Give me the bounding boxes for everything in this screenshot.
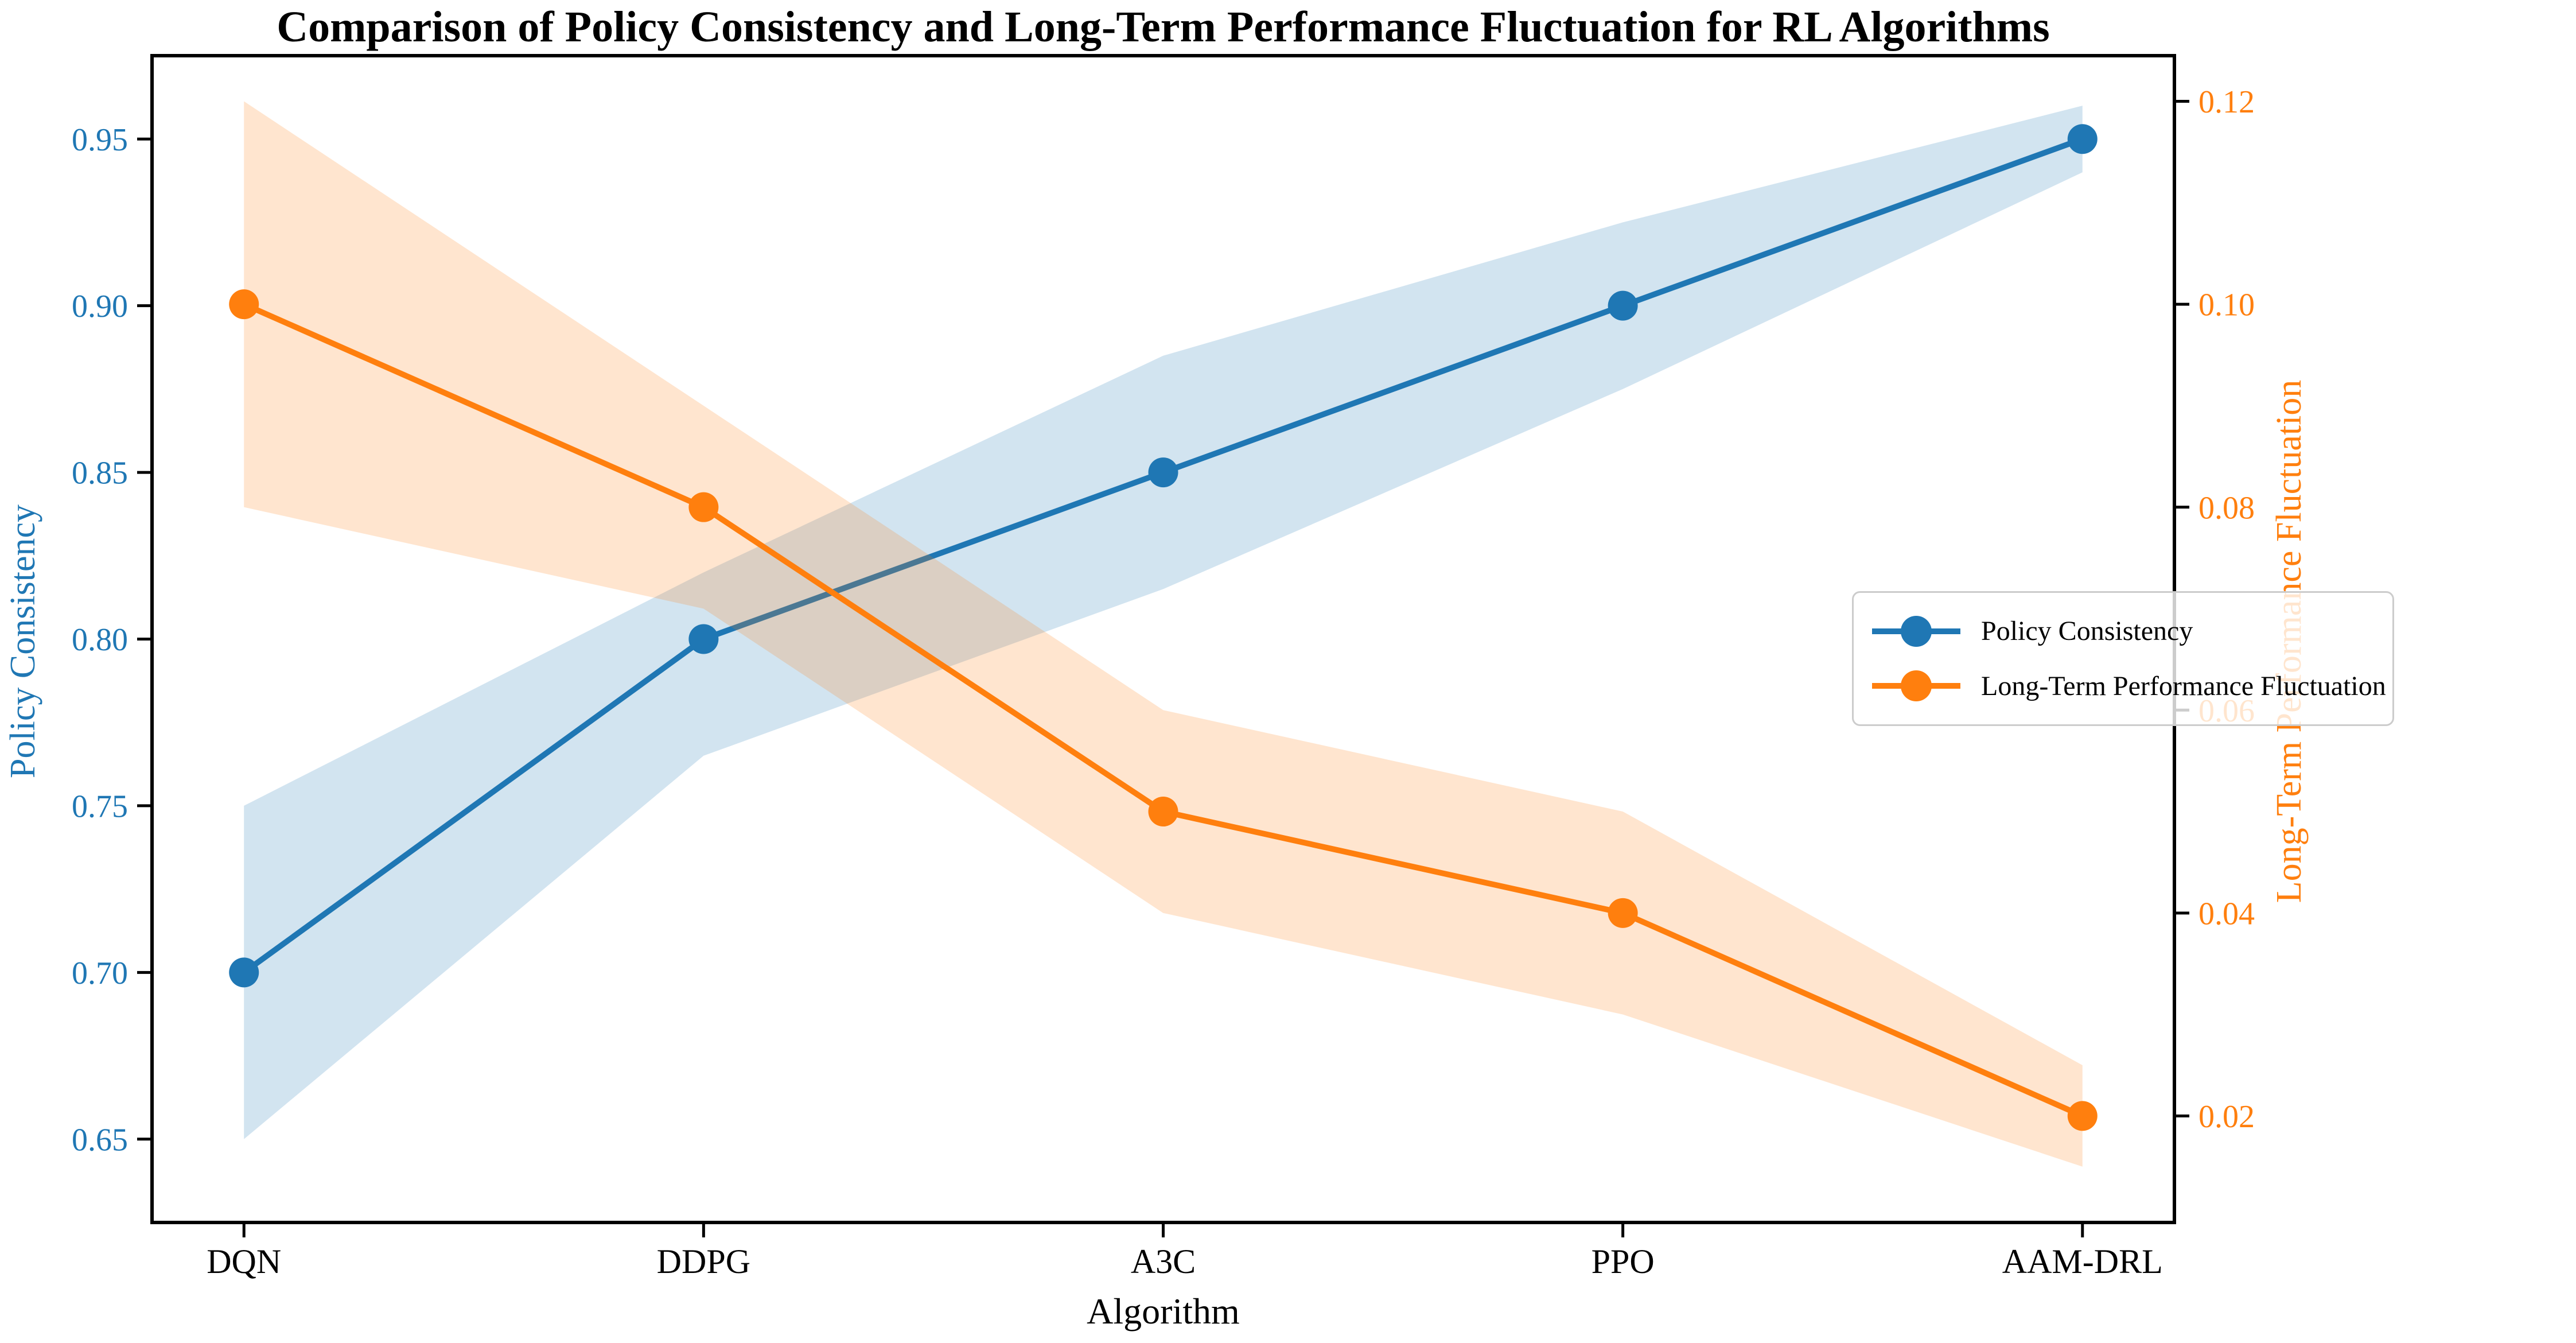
right-tick-label: 0.04 <box>2198 896 2255 931</box>
left-tick-label: 0.90 <box>72 289 128 324</box>
left-tick-label: 0.80 <box>72 622 128 658</box>
left-tick-label: 0.65 <box>72 1122 128 1158</box>
right-tick-label: 0.08 <box>2198 490 2255 526</box>
legend-marker-icon <box>1901 615 1932 647</box>
right-tick-label: 0.10 <box>2198 288 2255 323</box>
x-tick-label: A3C <box>1131 1243 1196 1280</box>
legend-item-fluctuation: Long-Term Performance Fluctuation <box>1867 666 2386 706</box>
legend-marker-icon <box>1901 670 1932 702</box>
policy-consistency-band <box>244 106 2083 1139</box>
x-tick-label: AAM-DRL <box>2002 1243 2163 1280</box>
policy-consistency-marker <box>688 624 719 654</box>
left-tick-label: 0.85 <box>72 456 128 491</box>
left-tick-label: 0.75 <box>72 789 128 825</box>
long-term-performance-fluctuation-marker <box>688 492 719 522</box>
legend-item-policy-consistency: Policy Consistency <box>1867 611 2379 651</box>
policy-consistency-marker <box>1608 290 1638 321</box>
left-axis-label: Policy Consistency <box>3 504 42 779</box>
x-tick-label: DQN <box>207 1243 281 1280</box>
x-axis-label: Algorithm <box>1087 1291 1240 1332</box>
legend-sample-policy-consistency <box>1872 615 1960 647</box>
legend: Policy Consistency Long-Term Performance… <box>1852 591 2394 726</box>
left-tick-label: 0.95 <box>72 122 128 158</box>
legend-sample-fluctuation <box>1872 670 1960 702</box>
policy-consistency-marker <box>2067 124 2098 154</box>
policy-consistency-marker <box>1148 457 1178 488</box>
left-tick-label: 0.70 <box>72 956 128 991</box>
x-tick-label: PPO <box>1591 1243 1655 1280</box>
long-term-performance-fluctuation-marker <box>1608 898 1638 928</box>
policy-consistency-marker <box>229 957 259 988</box>
right-tick-label: 0.12 <box>2198 84 2255 120</box>
long-term-performance-fluctuation-marker <box>1148 797 1178 827</box>
x-tick-label: DDPG <box>657 1243 750 1280</box>
legend-label: Policy Consistency <box>1981 616 2193 647</box>
long-term-performance-fluctuation-marker <box>2067 1101 2098 1131</box>
long-term-performance-fluctuation-marker <box>229 289 259 320</box>
legend-label: Long-Term Performance Fluctuation <box>1981 670 2386 701</box>
chart-title: Comparison of Policy Consistency and Lon… <box>277 3 2050 51</box>
right-tick-label: 0.02 <box>2198 1099 2255 1135</box>
